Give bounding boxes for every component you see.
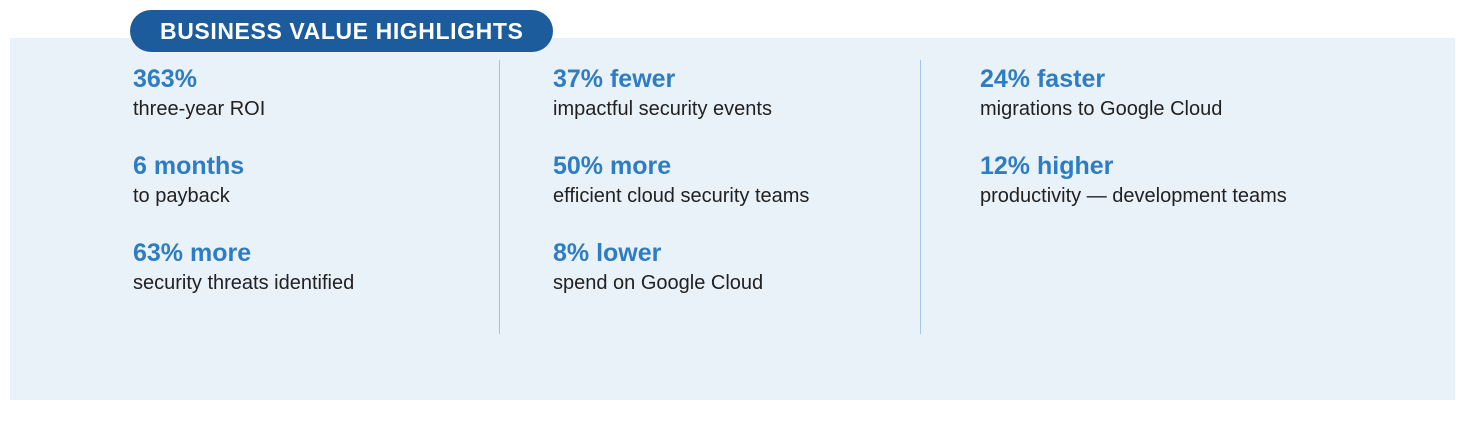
stat-item: 363% three-year ROI <box>133 64 483 123</box>
stat-item: 37% fewer impactful security events <box>553 64 903 123</box>
stat-item: 12% higher productivity — development te… <box>980 151 1292 210</box>
stat-item: 50% more efficient cloud security teams <box>553 151 903 210</box>
stat-label: efficient cloud security teams <box>553 185 810 207</box>
stat-value: 63% more <box>133 239 252 267</box>
section-title: BUSINESS VALUE HIGHLIGHTS <box>160 17 524 44</box>
stat-label: impactful security events <box>553 98 772 120</box>
stats-column-2: 37% fewer impactful security events 50% … <box>553 64 903 325</box>
stat-label: migrations to Google Cloud <box>980 98 1223 120</box>
highlights-panel <box>10 38 1455 400</box>
stat-value: 37% fewer <box>553 65 676 93</box>
stats-column-3: 24% faster migrations to Google Cloud 12… <box>980 64 1292 238</box>
stat-item: 24% faster migrations to Google Cloud <box>980 64 1292 123</box>
stat-label: productivity — development teams <box>980 185 1287 207</box>
stat-value: 363% <box>133 65 197 93</box>
stat-item: 8% lower spend on Google Cloud <box>553 238 903 297</box>
section-badge: BUSINESS VALUE HIGHLIGHTS <box>130 10 554 52</box>
stat-label: security threats identified <box>133 272 355 294</box>
column-divider <box>499 60 500 334</box>
stat-label: to payback <box>133 185 230 207</box>
stat-label: spend on Google Cloud <box>553 272 764 294</box>
stat-value: 6 months <box>133 152 245 180</box>
stats-column-1: 363% three-year ROI 6 months to payback … <box>133 64 483 325</box>
stat-value: 24% faster <box>980 65 1106 93</box>
stat-item: 6 months to payback <box>133 151 483 210</box>
stat-value: 8% lower <box>553 239 662 267</box>
stat-label: three-year ROI <box>133 98 266 120</box>
column-divider <box>920 60 921 334</box>
stat-value: 12% higher <box>980 152 1114 180</box>
stat-value: 50% more <box>553 152 672 180</box>
stat-item: 63% more security threats identified <box>133 238 483 297</box>
